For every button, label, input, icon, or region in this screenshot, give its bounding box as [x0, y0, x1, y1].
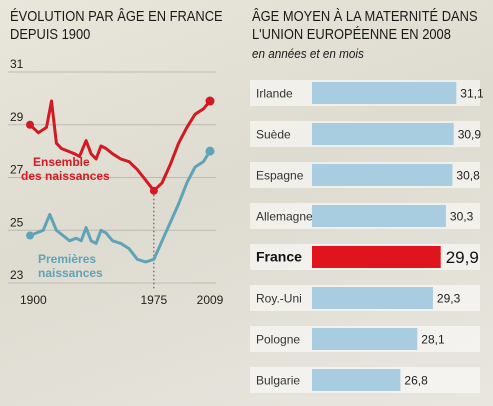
bar-row-irlande: Irlande 31,1 [250, 80, 484, 106]
bar-value-label: 31,1 [460, 87, 484, 101]
bar-row-espagne: Espagne 30,8 [250, 162, 480, 188]
bar-row-allemagne: Allemagne 30,3 [250, 203, 480, 229]
left-title-line1: ÉVOLUTION PAR ÂGE EN FRANCE [10, 8, 223, 25]
bar-category-label: Allemagne [256, 210, 313, 224]
bar-allemagne [312, 205, 446, 227]
bar-row-su-de: Suède 30,9 [250, 121, 481, 147]
bar-value-label: 30,3 [450, 210, 474, 224]
bar-category-label: Espagne [256, 169, 304, 183]
x-tick-1975: 1975 [141, 293, 168, 307]
series-annotation-premieres: Premières naissances [38, 252, 103, 280]
bar-bulgarie [312, 369, 401, 391]
left-chart-title: ÉVOLUTION PAR ÂGE EN FRANCE DEPUIS 1900 [10, 8, 223, 44]
line-chart-annotations: Ensemble des naissances Premières naissance… [21, 155, 110, 280]
bar-pologne [312, 328, 418, 350]
bar-france [312, 246, 441, 268]
bar-category-label: Roy.-Uni [256, 292, 302, 306]
bar-value-label: 30,8 [456, 169, 480, 183]
bar-espagne [312, 164, 453, 186]
right-title-line1: ÂGE MOYEN À LA MATERNITÉ DANS [252, 8, 478, 25]
left-title-line2: DEPUIS 1900 [10, 26, 91, 43]
bar-category-label: Pologne [256, 333, 300, 347]
bar-category-label: Bulgarie [256, 374, 300, 388]
bar-row-bulgarie: Bulgarie 26,8 [250, 367, 480, 393]
bar-roy-uni [312, 287, 433, 309]
bar-row-pologne: Pologne 28,1 [250, 326, 480, 352]
series-line-ensemble [28, 99, 212, 193]
series-point-start [26, 120, 34, 129]
series-point-end [205, 96, 215, 106]
series-point-1975 [149, 186, 158, 195]
line-chart-series [26, 96, 215, 264]
bar-category-label: Suède [256, 128, 291, 142]
y-tick-27: 27 [10, 163, 24, 177]
bar-value-label: 28,1 [421, 333, 445, 347]
bar-value-label: 26,8 [404, 374, 428, 388]
right-chart-subtitle: en années et en mois [252, 46, 364, 61]
bar-value-label: 30,9 [458, 128, 482, 142]
right-title-line2: L'UNION EUROPÉENNE EN 2008 [252, 26, 451, 43]
bar-row-roy-uni: Roy.-Uni 29,3 [250, 285, 480, 311]
series-line-premieres [28, 149, 212, 264]
bar-row-france: France 29,9 [250, 244, 480, 270]
bar-category-label: Irlande [256, 87, 293, 101]
bar-category-label: France [256, 249, 302, 265]
line-chart-ticks: 23 25 27 29 31 1900 1975 2009 [10, 57, 224, 307]
line-chart-grid [8, 71, 216, 284]
bar-value-label: 29,3 [437, 292, 461, 306]
y-tick-23: 23 [10, 268, 24, 282]
series-point-start [26, 231, 34, 240]
bar-irlande [312, 82, 457, 104]
y-tick-29: 29 [10, 110, 24, 124]
series-annotation-ensemble: Ensemble des naissances [21, 155, 110, 183]
bar-su-de [312, 123, 454, 145]
series-point-end [205, 146, 215, 156]
y-tick-31: 31 [10, 57, 24, 71]
bar-chart-rows: Irlande 31,1 Suède 30,9 Espagne 30,8 Allemagne… [250, 80, 484, 393]
y-tick-25: 25 [10, 215, 24, 229]
right-chart-title: ÂGE MOYEN À LA MATERNITÉ DANS L'UNION EU… [252, 8, 478, 44]
bar-value-label: 29,9 [446, 248, 479, 267]
x-tick-2009: 2009 [197, 293, 224, 307]
x-tick-1900: 1900 [20, 293, 47, 307]
